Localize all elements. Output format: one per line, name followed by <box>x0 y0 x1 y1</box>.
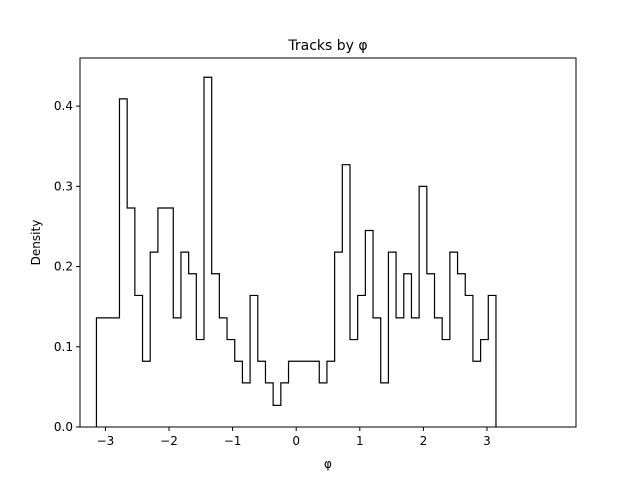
x-tick-label: −2 <box>160 434 178 448</box>
histogram-bin <box>143 361 151 427</box>
histogram-bin <box>450 252 458 427</box>
histogram-bin <box>104 318 112 427</box>
histogram-bin <box>212 274 220 427</box>
histogram-bin <box>258 361 266 427</box>
histogram-bin <box>312 361 320 427</box>
histogram-bin <box>358 295 366 427</box>
histogram-bin <box>150 252 158 427</box>
histogram-bin <box>435 318 443 427</box>
x-tick-label: 2 <box>420 434 428 448</box>
histogram-bin <box>189 274 197 427</box>
histogram-bin <box>458 274 466 427</box>
histogram-bin <box>473 361 481 427</box>
histogram-bin <box>296 361 304 427</box>
histogram-bin <box>465 295 473 427</box>
y-tick-label: 0.1 <box>54 340 73 354</box>
y-tick-label: 0.4 <box>54 99 73 113</box>
histogram-bin <box>112 318 120 427</box>
histogram-bin <box>250 295 258 427</box>
histogram-bin <box>404 274 412 427</box>
histogram-bin <box>335 252 343 427</box>
histogram-bin <box>173 318 181 427</box>
histogram-bin <box>127 208 135 427</box>
histogram-bin <box>342 165 350 427</box>
histogram-bin <box>204 77 212 427</box>
y-axis-label: Density <box>29 220 43 266</box>
histogram-bin <box>373 318 381 427</box>
histogram-bin <box>242 383 250 427</box>
x-tick-label: −1 <box>224 434 242 448</box>
histogram-bin <box>396 318 404 427</box>
histogram-bin <box>281 383 289 427</box>
histogram-bin <box>135 295 143 427</box>
histogram-bin <box>166 208 174 427</box>
histogram-bin <box>411 318 419 427</box>
y-tick-label: 0.2 <box>54 260 73 274</box>
histogram-bin <box>381 383 389 427</box>
histogram-bin <box>158 208 166 427</box>
chart-title: Tracks by φ <box>287 38 367 54</box>
y-tick-label: 0.3 <box>54 179 73 193</box>
histogram-bin <box>219 318 227 427</box>
x-tick-label: 3 <box>483 434 491 448</box>
histogram-step-series <box>95 76 497 427</box>
histogram-bin <box>289 361 297 427</box>
x-axis-label: φ <box>324 457 332 471</box>
histogram-bin <box>196 340 204 427</box>
x-tick-label: 1 <box>356 434 364 448</box>
histogram-bin <box>304 361 312 427</box>
histogram-bin <box>388 252 396 427</box>
histogram-bin <box>488 295 496 427</box>
histogram-bin <box>327 361 335 427</box>
histogram-bin <box>235 361 243 427</box>
x-tick-label: −3 <box>97 434 115 448</box>
histogram-bin <box>273 405 281 427</box>
histogram-bin <box>350 340 358 427</box>
histogram-bin <box>365 230 373 427</box>
histogram-bin <box>181 252 189 427</box>
histogram-bin <box>96 318 104 427</box>
axes-frame <box>79 57 577 428</box>
histogram-bin <box>419 186 427 427</box>
histogram-bin <box>227 340 235 427</box>
histogram-bin <box>481 340 489 427</box>
histogram-bin <box>442 340 450 427</box>
x-tick-label: 0 <box>292 434 300 448</box>
y-tick-label: 0.0 <box>54 420 73 434</box>
histogram-bin <box>319 383 327 427</box>
plot-area <box>79 57 577 428</box>
histogram-bin <box>265 383 273 427</box>
histogram-bin <box>119 99 127 427</box>
histogram-bin <box>427 274 435 427</box>
